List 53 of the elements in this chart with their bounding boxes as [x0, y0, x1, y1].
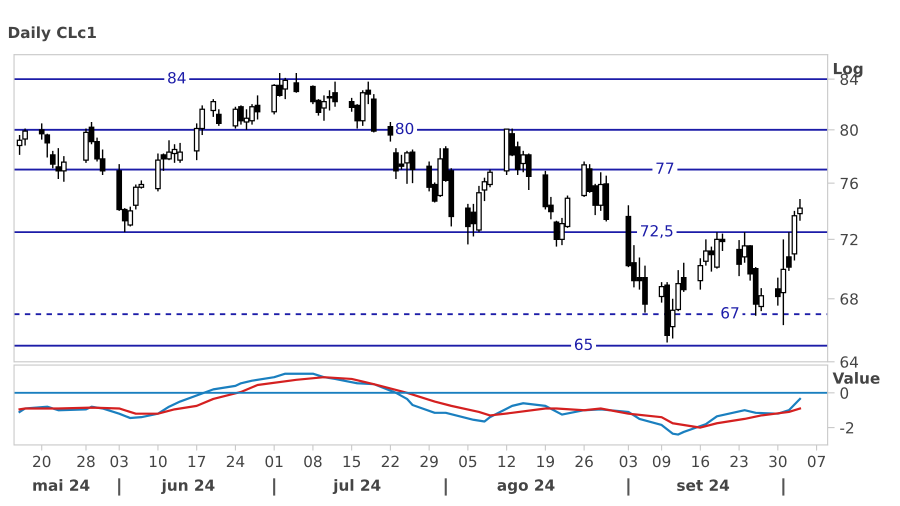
- x-tick-label: 23: [730, 456, 748, 468]
- line-series: [18, 376, 802, 429]
- candlestick: [44, 133, 50, 158]
- x-tick-label: 12: [498, 456, 515, 467]
- candlestick: [698, 258, 704, 290]
- ref-line-label: 77: [656, 162, 674, 174]
- y-tick-label: 68: [840, 293, 858, 305]
- y-tick-label: 80: [840, 124, 858, 136]
- x-tick-label: 17: [188, 456, 206, 467]
- candlestick: [293, 72, 300, 94]
- x-tick-label: 22: [382, 456, 399, 467]
- x-tick-label: 03: [110, 456, 128, 468]
- candlestick: [22, 128, 28, 146]
- x-tick-label: 01: [265, 456, 282, 468]
- text: set 24: [677, 479, 730, 491]
- x-tick-label: 24: [226, 456, 244, 467]
- x-tick-label: 15: [344, 456, 360, 468]
- chart-title: Daily CLc1: [8, 26, 96, 42]
- x-tick-label: 29: [420, 456, 438, 468]
- x-tick-label: 19: [537, 456, 554, 468]
- text: jun 24: [161, 479, 214, 494]
- ref-line-label: 65: [574, 338, 592, 350]
- ref-line-label: 80: [396, 122, 414, 134]
- y-tick-label: 76: [840, 178, 858, 190]
- candlestick: [786, 231, 792, 272]
- text: mai 24: [33, 479, 90, 491]
- y-tick-label: -2: [840, 422, 854, 434]
- x-tick-label: 20: [33, 456, 50, 468]
- text: ago 24: [497, 479, 554, 494]
- x-tick-label: 09: [652, 456, 670, 468]
- y-tick-label: 64: [840, 356, 858, 368]
- candlestick: [388, 121, 394, 142]
- candlestick: [16, 134, 22, 156]
- x-tick-label: 05: [459, 456, 476, 468]
- x-tick-label: 28: [77, 456, 95, 468]
- ref-line-label: 67: [721, 307, 738, 319]
- y-tick-label: 72: [840, 234, 858, 246]
- x-tick-label: 26: [576, 456, 593, 468]
- candlestick: [38, 122, 45, 140]
- x-tick-label: 10: [150, 456, 167, 468]
- ref-line-label: 72,5: [641, 225, 672, 238]
- candlestick: [50, 150, 56, 169]
- text: jul 24: [332, 479, 380, 494]
- x-tick-label: 16: [692, 456, 710, 468]
- y-tick-label: 0: [840, 387, 848, 399]
- x-tick-label: 30: [769, 456, 787, 468]
- ref-line-label: 84: [168, 72, 186, 84]
- x-tick-label: 08: [304, 456, 322, 468]
- y-axis-title: Value: [832, 372, 880, 384]
- x-tick-label: 03: [620, 456, 637, 468]
- candlestick: [210, 98, 216, 118]
- candlestick: [216, 108, 222, 127]
- x-tick-label: 07: [808, 456, 825, 468]
